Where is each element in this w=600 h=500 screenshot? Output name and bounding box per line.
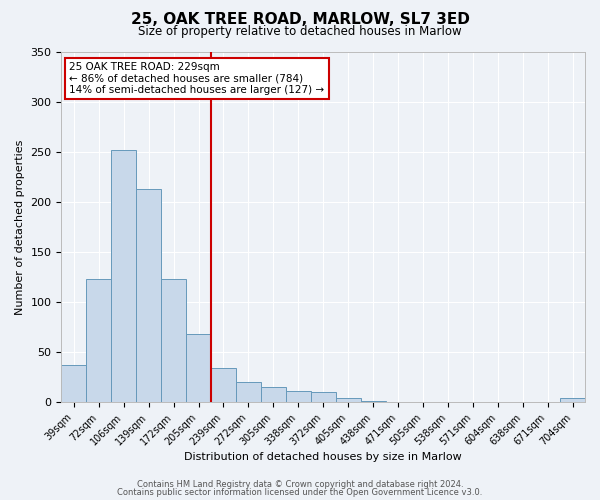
Text: Contains HM Land Registry data © Crown copyright and database right 2024.: Contains HM Land Registry data © Crown c… — [137, 480, 463, 489]
Bar — [161, 279, 186, 402]
Bar — [335, 398, 361, 402]
Bar — [186, 334, 211, 402]
Bar — [111, 150, 136, 402]
Bar — [61, 365, 86, 402]
Text: Size of property relative to detached houses in Marlow: Size of property relative to detached ho… — [138, 25, 462, 38]
Bar — [286, 391, 311, 402]
Bar — [236, 382, 261, 402]
Text: 25 OAK TREE ROAD: 229sqm
← 86% of detached houses are smaller (784)
14% of semi-: 25 OAK TREE ROAD: 229sqm ← 86% of detach… — [69, 62, 325, 95]
Bar — [261, 387, 286, 402]
Bar — [361, 401, 386, 402]
Bar — [86, 279, 111, 402]
X-axis label: Distribution of detached houses by size in Marlow: Distribution of detached houses by size … — [184, 452, 462, 462]
Text: Contains public sector information licensed under the Open Government Licence v3: Contains public sector information licen… — [118, 488, 482, 497]
Bar — [311, 392, 335, 402]
Y-axis label: Number of detached properties: Number of detached properties — [15, 139, 25, 314]
Bar — [136, 189, 161, 402]
Bar — [211, 368, 236, 402]
Bar — [560, 398, 585, 402]
Text: 25, OAK TREE ROAD, MARLOW, SL7 3ED: 25, OAK TREE ROAD, MARLOW, SL7 3ED — [131, 12, 469, 28]
